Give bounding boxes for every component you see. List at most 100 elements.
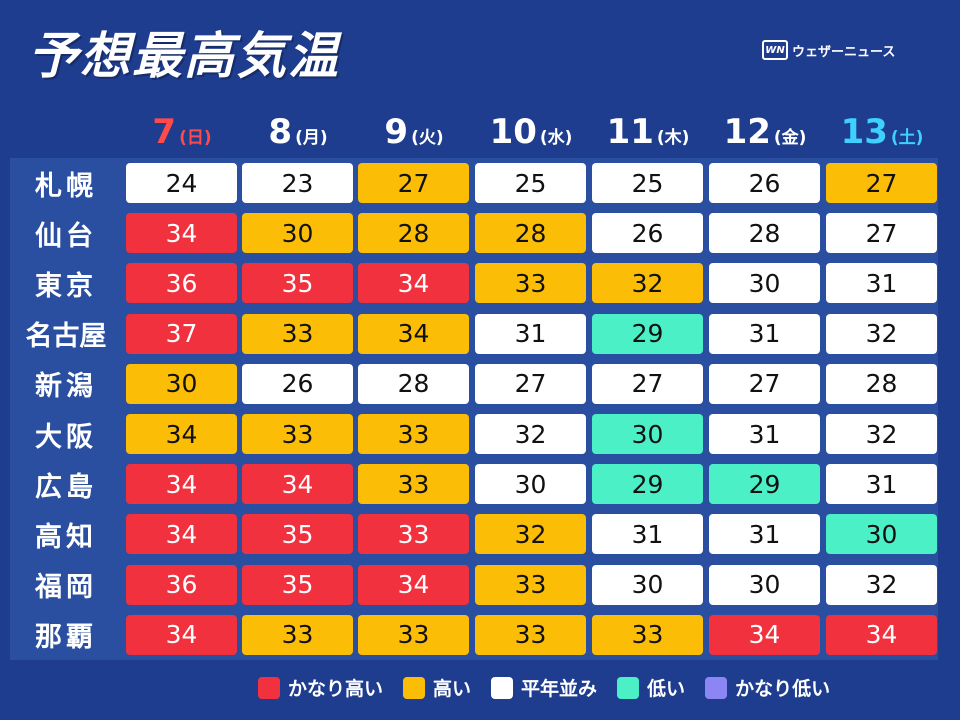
temperature-cell: 34 (709, 614, 820, 655)
temperature-cell: 30 (242, 213, 353, 254)
temperature-cell: 33 (358, 414, 469, 454)
legend-label: 高い (433, 678, 472, 700)
temperature-cell: 32 (826, 313, 937, 354)
column-day: 10 (489, 112, 537, 152)
city-label: 大阪 (35, 421, 97, 453)
temperature-cell: 28 (709, 213, 820, 254)
temperature-cell: 27 (358, 163, 469, 203)
column-day: 9 (384, 112, 409, 152)
temperature-cell: 31 (709, 313, 820, 354)
legend-item: 高い (403, 674, 471, 701)
temperature-cell: 30 (126, 363, 237, 404)
legend-swatch (491, 676, 514, 699)
temperature-cell: 28 (358, 363, 469, 404)
temperature-cell: 34 (126, 464, 237, 505)
column-day: 7 (152, 112, 177, 152)
city-label: 高知 (35, 521, 97, 553)
temperature-cell: 33 (358, 464, 469, 505)
column-header-4: 11 (木) (591, 112, 705, 156)
temperature-cell: 29 (592, 464, 703, 505)
city-label: 仙台 (35, 220, 97, 252)
temperature-cell: 29 (709, 464, 820, 505)
temperature-cell: 27 (592, 363, 703, 404)
city-label: 広島 (35, 471, 97, 503)
temperature-cell: 34 (358, 313, 469, 354)
temperature-cell: 34 (126, 614, 237, 655)
column-header-1: 8 (月) (241, 112, 355, 156)
temperature-cell: 26 (709, 163, 820, 203)
temperature-cell: 37 (126, 313, 237, 354)
temperature-cell: 30 (709, 263, 820, 304)
column-weekday: (土) (890, 128, 924, 148)
temperature-cell: 35 (242, 514, 353, 555)
temperature-cell: 30 (592, 564, 703, 605)
temperature-cell: 34 (126, 414, 237, 454)
legend-label: かなり低い (735, 678, 831, 700)
temperature-cell: 36 (126, 564, 237, 605)
temperature-cell: 33 (358, 614, 469, 655)
temperature-cell: 25 (475, 163, 586, 203)
legend-item: 低い (617, 674, 685, 701)
legend-swatch (705, 676, 728, 699)
temperature-cell: 32 (592, 263, 703, 304)
temperature-cell: 34 (826, 614, 937, 655)
temperature-cell: 27 (826, 213, 937, 254)
temperature-cell: 31 (709, 514, 820, 555)
temperature-cell: 33 (242, 614, 353, 655)
brand-name: ウェザーニュース (792, 44, 896, 60)
column-header-6: 13 (土) (825, 112, 939, 156)
brand-logo: WN ウェザーニュース (762, 40, 895, 60)
temperature-cell: 33 (242, 414, 353, 454)
city-label: 東京 (35, 270, 97, 302)
temperature-cell: 24 (126, 163, 237, 203)
city-label: 那覇 (35, 622, 97, 654)
temperature-cell: 26 (592, 213, 703, 254)
temperature-cell: 30 (475, 464, 586, 505)
weathernews-logo-icon: WN (762, 40, 788, 60)
column-day: 11 (606, 112, 654, 152)
temperature-cell: 32 (475, 414, 586, 454)
legend: かなり高い 高い 平年並み 低い かなり低い (258, 674, 830, 701)
temperature-cell: 35 (242, 263, 353, 304)
column-day: 8 (268, 112, 293, 152)
temperature-cell: 23 (242, 163, 353, 203)
page-title: 予想最高気温 (28, 27, 340, 85)
city-label: 名古屋 (25, 321, 107, 353)
column-weekday: (金) (773, 128, 807, 148)
temperature-cell: 33 (475, 263, 586, 304)
temperature-cell: 31 (475, 313, 586, 354)
legend-item: かなり低い (705, 674, 830, 701)
column-weekday: (木) (656, 128, 690, 148)
temperature-cell: 34 (126, 514, 237, 555)
temperature-cell: 31 (826, 464, 937, 505)
city-label: 福岡 (35, 572, 97, 604)
temperature-cell: 25 (592, 163, 703, 203)
temperature-cell: 29 (592, 313, 703, 354)
column-header-5: 12 (金) (708, 112, 822, 156)
legend-item: 平年並み (491, 674, 597, 701)
temperature-cell: 27 (709, 363, 820, 404)
temperature-cell: 28 (475, 213, 586, 254)
legend-label: 低い (647, 678, 686, 700)
temperature-cell: 34 (126, 213, 237, 254)
column-day: 13 (840, 112, 888, 152)
column-weekday: (火) (411, 128, 444, 148)
legend-label: かなり高い (288, 678, 384, 700)
legend-item: かなり高い (258, 674, 383, 701)
column-header-3: 10 (水) (474, 112, 588, 156)
temperature-cell: 33 (242, 313, 353, 354)
legend-swatch (403, 676, 426, 699)
temperature-cell: 30 (709, 564, 820, 605)
temperature-cell: 32 (475, 514, 586, 555)
city-label: 新潟 (35, 371, 97, 403)
column-weekday: (月) (295, 128, 328, 148)
temperature-cell: 31 (592, 514, 703, 555)
temperature-cell: 35 (242, 564, 353, 605)
temperature-cell: 32 (826, 414, 937, 454)
temperature-cell: 28 (826, 363, 937, 404)
column-header-0: 7 (日) (125, 112, 239, 156)
temperature-cell: 33 (358, 514, 469, 555)
temperature-cell: 28 (358, 213, 469, 254)
legend-swatch (258, 676, 280, 699)
column-header-2: 9 (火) (357, 112, 471, 156)
